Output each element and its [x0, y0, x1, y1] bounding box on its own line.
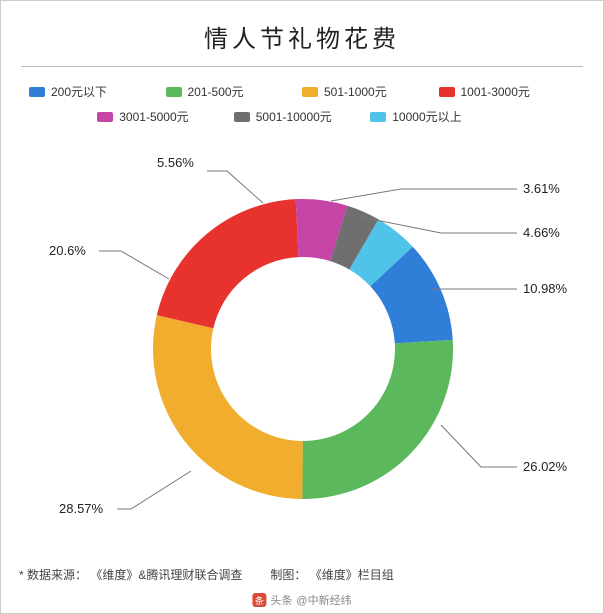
source: * 数据来源： 《维度》&腾讯理财联合调查	[19, 566, 242, 583]
donut-chart	[1, 149, 603, 549]
legend-item: 1001-3000元	[439, 83, 576, 100]
source-icon: 条	[252, 593, 266, 607]
legend-item: 5001-10000元	[234, 108, 371, 125]
legend-label: 10000元以上	[392, 108, 461, 125]
chartby-prefix: 制图：	[270, 568, 306, 582]
slice-label: 28.57%	[59, 501, 103, 516]
leader-line	[117, 471, 191, 509]
donut-slice	[157, 199, 299, 328]
donut-slice	[153, 315, 303, 499]
legend-item: 3001-5000元	[97, 108, 234, 125]
chartby-text: 《维度》栏目组	[310, 568, 394, 582]
source-prefix: * 数据来源：	[19, 568, 87, 582]
leader-line	[207, 171, 263, 203]
legend-label: 5001-10000元	[256, 108, 332, 125]
title-wrap: 情人节礼物花费	[21, 1, 583, 67]
chart-area: 10.98% 26.02% 28.57% 20.6% 5.56% 3.61% 4.66%	[1, 141, 603, 556]
source-text: 《维度》&腾讯理财联合调查	[90, 568, 242, 582]
legend-item: 201-500元	[166, 83, 303, 100]
legend-item: 10000元以上	[370, 108, 507, 125]
slice-label: 20.6%	[49, 243, 86, 258]
chart-title: 情人节礼物花费	[21, 19, 583, 54]
leader-line	[441, 425, 517, 467]
legend-label: 3001-5000元	[119, 108, 188, 125]
legend: 200元以下 201-500元 501-1000元 1001-3000元 3001-50…	[1, 67, 603, 141]
slice-label: 4.66%	[523, 225, 560, 240]
legend-item: 501-1000元	[302, 83, 439, 100]
legend-swatch	[370, 112, 386, 122]
donut-slice	[302, 339, 453, 498]
attribution: 条 头条 @中新经纬	[252, 592, 351, 608]
slice-label: 3.61%	[523, 181, 560, 196]
legend-swatch	[439, 87, 455, 97]
chart-by: 制图： 《维度》栏目组	[270, 566, 393, 583]
slice-label: 10.98%	[523, 281, 567, 296]
chart-container: 情人节礼物花费 200元以下 201-500元 501-1000元 1001-3000…	[0, 0, 604, 614]
legend-label: 1001-3000元	[461, 83, 530, 100]
legend-label: 201-500元	[188, 83, 244, 100]
slice-label: 26.02%	[523, 459, 567, 474]
legend-swatch	[97, 112, 113, 122]
legend-label: 200元以下	[51, 83, 107, 100]
legend-swatch	[29, 87, 45, 97]
leader-line	[331, 189, 517, 201]
legend-label: 501-1000元	[324, 83, 387, 100]
leader-line	[99, 251, 169, 279]
legend-item: 200元以下	[29, 83, 166, 100]
legend-swatch	[234, 112, 250, 122]
slice-label: 5.56%	[157, 155, 194, 170]
attr-prefix: 头条	[270, 592, 292, 608]
attr-author: @中新经纬	[296, 592, 351, 608]
legend-swatch	[166, 87, 182, 97]
legend-swatch	[302, 87, 318, 97]
